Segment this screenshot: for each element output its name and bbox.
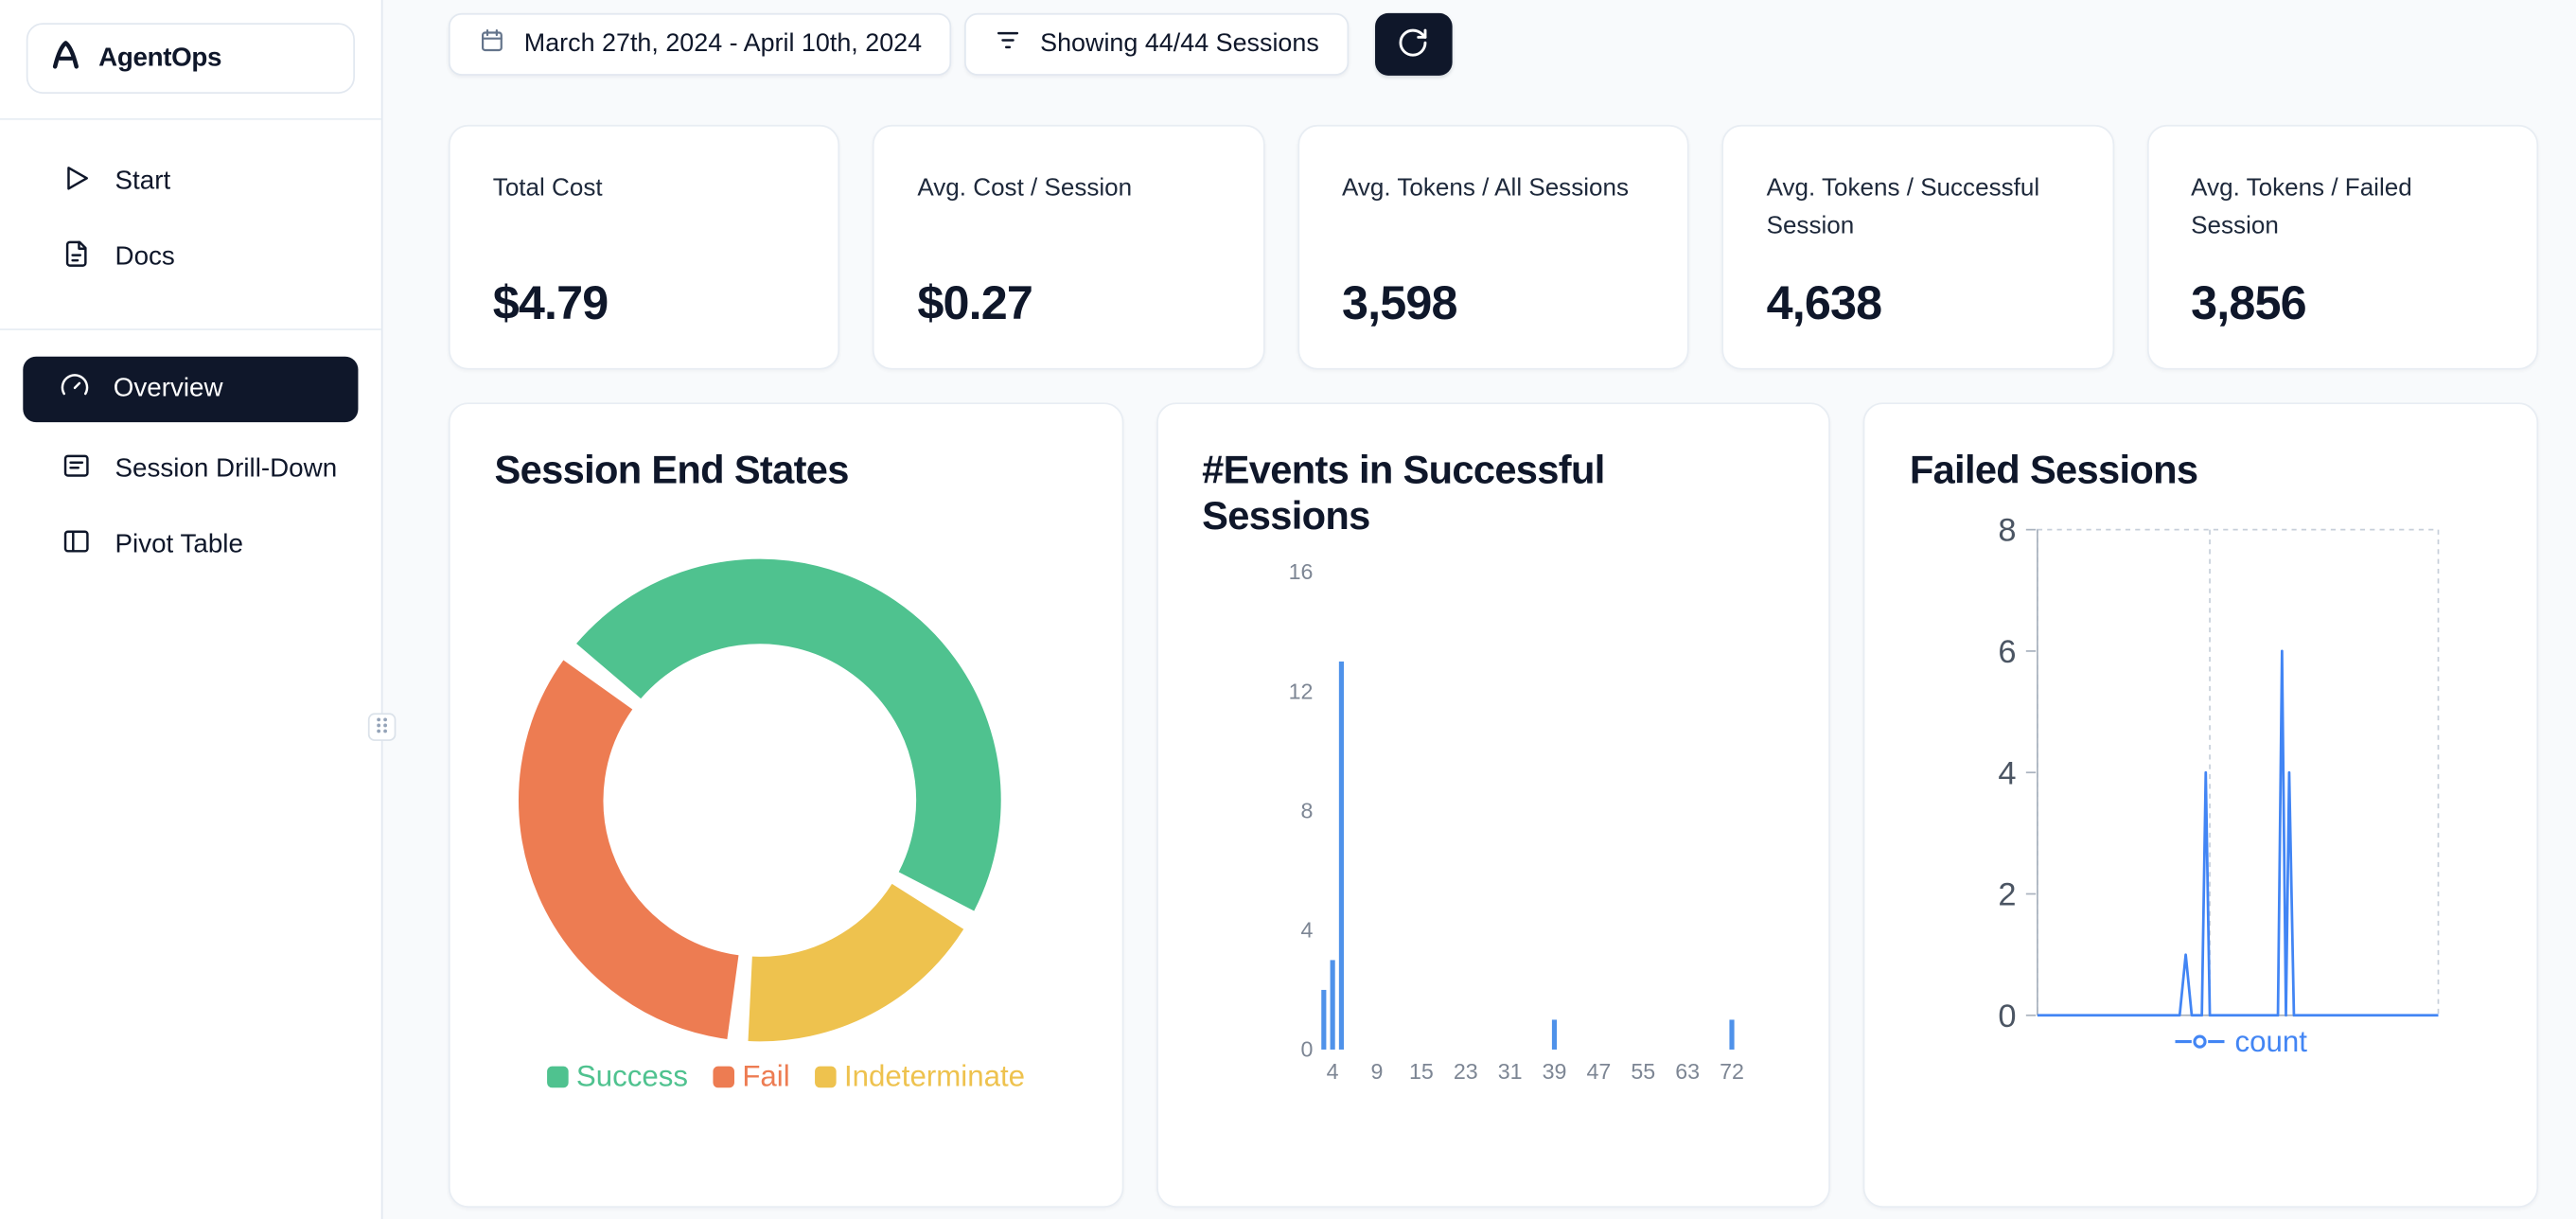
svg-text:39: 39 xyxy=(1542,1059,1566,1084)
chart-title: Failed Sessions xyxy=(1909,448,2198,493)
svg-text:16: 16 xyxy=(1288,559,1313,584)
list-icon xyxy=(61,450,92,490)
legend-label: Fail xyxy=(742,1059,790,1093)
date-range-label: March 27th, 2024 - April 10th, 2024 xyxy=(523,29,923,58)
sidebar-item-label: Docs xyxy=(115,242,175,272)
legend-item-indeterminate[interactable]: Indeterminate xyxy=(814,1059,1026,1094)
svg-text:6: 6 xyxy=(1999,634,2017,670)
svg-text:55: 55 xyxy=(1631,1059,1655,1084)
svg-text:0: 0 xyxy=(1999,998,2017,1034)
stat-card-avg-cost-session: Avg. Cost / Session $0.27 xyxy=(873,124,1265,370)
stat-label: Avg. Cost / Session xyxy=(917,174,1133,203)
stat-value: $4.79 xyxy=(492,277,609,330)
legend-swatch xyxy=(713,1066,734,1088)
date-range-button[interactable]: March 27th, 2024 - April 10th, 2024 xyxy=(448,12,952,76)
sidebar: AgentOps Start Docs Ove xyxy=(0,0,383,1219)
session-filter-button[interactable]: Showing 44/44 Sessions xyxy=(964,12,1350,76)
charts-row: Session End States Success Fail Indeterm… xyxy=(448,402,2539,1208)
sidebar-nav-top: Start Docs Overview Session Dril xyxy=(0,120,381,584)
svg-text:12: 12 xyxy=(1288,679,1313,703)
gauge-icon xyxy=(59,370,90,410)
svg-text:63: 63 xyxy=(1675,1059,1700,1084)
session-end-states-donut-chart[interactable] xyxy=(450,404,1121,1206)
stat-label: Total Cost xyxy=(492,174,603,203)
session-filter-label: Showing 44/44 Sessions xyxy=(1040,29,1319,58)
svg-text:2: 2 xyxy=(1999,877,2017,913)
legend-label: Indeterminate xyxy=(843,1059,1026,1093)
sidebar-item-docs[interactable]: Docs xyxy=(0,221,381,296)
svg-text:8: 8 xyxy=(1300,798,1313,822)
stat-card-total-cost: Total Cost $4.79 xyxy=(448,124,840,370)
sidebar-item-overview[interactable]: Overview xyxy=(23,356,359,423)
refresh-icon xyxy=(1397,26,1430,63)
stat-label: Avg. Tokens / All Sessions xyxy=(1341,174,1629,203)
legend-swatch xyxy=(546,1066,569,1088)
line-marker-icon xyxy=(2176,1025,2226,1059)
sidebar-item-label: Pivot Table xyxy=(115,530,243,559)
svg-text:31: 31 xyxy=(1497,1059,1522,1084)
count-legend[interactable]: count xyxy=(2039,1025,2444,1059)
count-legend-label: count xyxy=(2234,1025,2307,1058)
sidebar-item-session-drill-down[interactable]: Session Drill-Down xyxy=(0,433,381,508)
legend-label: Success xyxy=(575,1059,689,1093)
stat-card-avg-tokens-failed: Avg. Tokens / Failed Session 3,856 xyxy=(2146,124,2539,370)
app-name: AgentOps xyxy=(98,44,222,72)
failed-sessions-line-chart[interactable]: 0 2 4 6 8 xyxy=(1865,404,2536,1206)
svg-text:4: 4 xyxy=(1326,1059,1338,1084)
stat-value: 4,638 xyxy=(1766,277,1883,330)
svg-text:23: 23 xyxy=(1453,1059,1477,1084)
stat-card-avg-tokens-all: Avg. Tokens / All Sessions 3,598 xyxy=(1297,124,1689,370)
stat-value: 3,598 xyxy=(1341,277,1458,330)
main-content: March 27th, 2024 - April 10th, 2024 Show… xyxy=(382,0,2576,1219)
svg-text:4: 4 xyxy=(1999,755,2017,791)
failed-sessions-card: Failed Sessions 0 2 4 6 8 count xyxy=(1863,402,2539,1208)
stats-row: Total Cost $4.79 Avg. Cost / Session $0.… xyxy=(448,124,2539,370)
session-end-states-card: Session End States Success Fail Indeterm… xyxy=(448,402,1123,1208)
grip-dots-icon xyxy=(375,713,390,742)
app-logo[interactable]: AgentOps xyxy=(26,23,355,94)
svg-text:47: 47 xyxy=(1586,1059,1611,1084)
sidebar-item-label: Overview xyxy=(113,374,223,403)
chart-title: #Events in Successful Sessions xyxy=(1202,448,1605,539)
toolbar: March 27th, 2024 - April 10th, 2024 Show… xyxy=(448,12,2538,76)
events-in-successful-sessions-card: #Events in Successful Sessions 0 4 8 12 16 4 9… xyxy=(1156,402,1831,1208)
donut-legend: Success Fail Indeterminate xyxy=(450,1060,1121,1094)
sidebar-item-label: Session Drill-Down xyxy=(115,454,338,484)
filter-icon xyxy=(995,26,1023,62)
legend-item-success[interactable]: Success xyxy=(546,1059,689,1094)
sidebar-item-start[interactable]: Start xyxy=(0,145,381,221)
sidebar-resize-handle[interactable] xyxy=(367,713,397,742)
calendar-icon xyxy=(478,26,506,62)
legend-item-fail[interactable]: Fail xyxy=(713,1060,790,1094)
table-columns-icon xyxy=(61,526,92,566)
svg-text:0: 0 xyxy=(1300,1037,1313,1062)
svg-text:72: 72 xyxy=(1720,1059,1744,1084)
sidebar-item-pivot-table[interactable]: Pivot Table xyxy=(0,507,381,583)
refresh-button[interactable] xyxy=(1374,12,1453,76)
stat-label: Avg. Tokens / Failed Session xyxy=(2191,174,2412,239)
stat-value: 3,856 xyxy=(2191,277,2307,330)
svg-text:15: 15 xyxy=(1408,1059,1433,1084)
play-icon xyxy=(61,163,92,203)
chart-title: Session End States xyxy=(494,448,850,493)
stat-card-avg-tokens-successful: Avg. Tokens / Successful Session 4,638 xyxy=(1721,124,2114,370)
document-icon xyxy=(61,238,92,278)
svg-text:9: 9 xyxy=(1370,1059,1383,1084)
stat-value: $0.27 xyxy=(917,277,1033,330)
svg-text:4: 4 xyxy=(1300,918,1313,943)
stat-label: Avg. Tokens / Successful Session xyxy=(1766,174,2040,239)
sidebar-divider xyxy=(0,117,381,120)
legend-swatch xyxy=(814,1066,837,1088)
svg-text:8: 8 xyxy=(1999,513,2017,549)
agentops-logo-icon xyxy=(47,36,83,80)
sidebar-divider xyxy=(0,328,381,330)
sidebar-item-label: Start xyxy=(115,168,171,196)
